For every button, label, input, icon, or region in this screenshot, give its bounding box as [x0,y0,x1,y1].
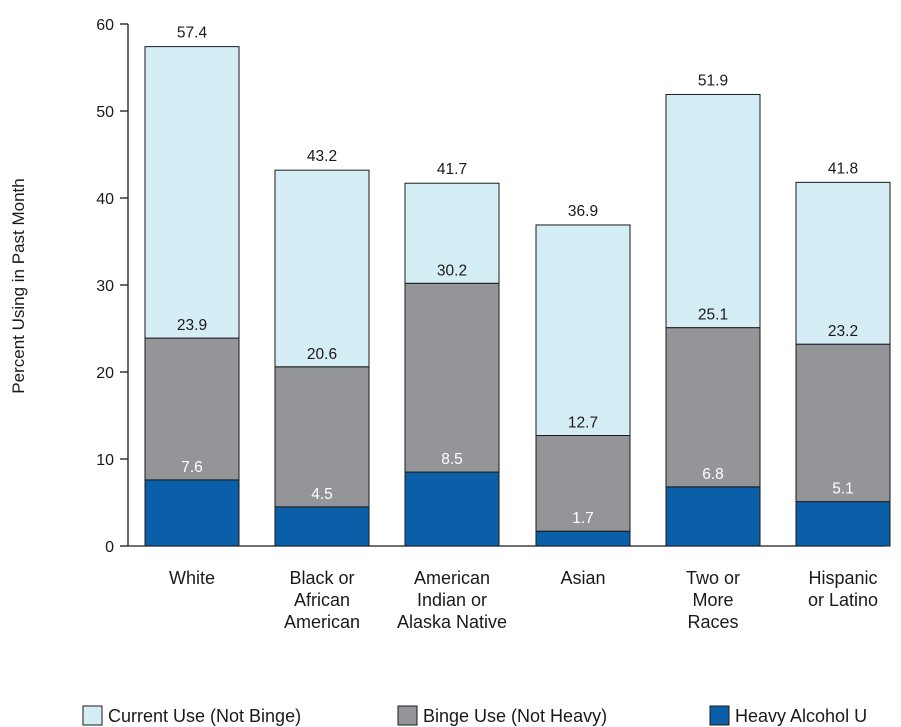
category-label: Hispanic [808,568,877,588]
category-label: Two or [686,568,740,588]
category-label: Black or [289,568,354,588]
heavy-segment [535,530,631,547]
heavy-value-label: 8.5 [441,451,463,468]
legend-swatch [82,705,103,726]
current-segment [795,181,891,345]
binge-segment [274,366,370,508]
y-tick-label: 10 [96,452,114,469]
y-tick-label: 40 [96,191,114,208]
current-value-label: 36.9 [568,203,598,220]
binge-value-label: 25.1 [698,307,728,324]
heavy-segment [665,486,761,547]
y-tick-label: 20 [96,365,114,382]
current-value-label: 41.7 [437,161,467,178]
heavy-value-label: 6.8 [702,466,724,483]
binge-value-label: 12.7 [568,415,598,432]
y-tick-label: 60 [96,17,114,34]
heavy-segment [404,471,500,547]
heavy-segment [274,506,370,547]
y-axis-title-group: Percent Using in Past Month [9,178,28,393]
current-value-label: 57.4 [177,25,208,42]
heavy-segment [795,501,891,547]
current-value-label: 51.9 [698,72,728,89]
category-label: or Latino [808,590,878,610]
binge-segment [144,337,240,481]
legend: Current Use (Not Binge) Binge Use (Not He… [82,705,867,726]
category-label: African [294,590,350,610]
heavy-value-label: 7.6 [181,459,203,476]
binge-segment [795,343,891,503]
data-labels: 7.6 23.9 57.4 4.5 20.6 43.2 8.5 30.2 41.7 1.7 12.7… [177,25,858,528]
heavy-value-label: 5.1 [832,481,854,498]
legend-label: Heavy Alcohol U [735,706,867,726]
binge-segment [535,435,631,532]
current-segment [144,46,240,339]
current-value-label: 41.8 [828,160,858,177]
y-tick-label: 30 [96,278,114,295]
y-axis-title: Percent Using in Past Month [9,178,28,393]
current-segment [274,169,370,368]
category-label: More [692,590,733,610]
binge-segment [404,282,500,473]
category-label: American [284,612,360,632]
heavy-value-label: 1.7 [572,510,594,527]
heavy-value-label: 4.5 [311,486,333,503]
category-label: Races [687,612,738,632]
category-label: Asian [560,568,605,588]
binge-value-label: 20.6 [307,346,337,363]
legend-swatch [709,705,730,726]
category-label: White [169,568,215,588]
binge-segment [665,327,761,488]
binge-value-label: 23.2 [828,323,858,340]
category-label: Indian or [417,590,487,610]
axes: 0 10 20 30 40 50 60 [96,17,885,556]
category-labels: White Black orAfricanAmericanAmericanIndi… [169,568,878,632]
legend-label: Current Use (Not Binge) [108,706,301,726]
current-value-label: 43.2 [307,148,337,165]
current-segment [535,224,631,437]
category-label: Alaska Native [397,612,507,632]
bars [144,46,891,547]
y-tick-label: 50 [96,104,114,121]
y-tick-label: 0 [105,539,114,556]
current-segment [665,93,761,329]
category-label: American [414,568,490,588]
heavy-segment [144,479,240,547]
legend-label: Binge Use (Not Heavy) [423,706,607,726]
legend-swatch [397,705,418,726]
binge-value-label: 23.9 [177,317,207,334]
binge-value-label: 30.2 [437,262,467,279]
current-segment [404,182,500,284]
